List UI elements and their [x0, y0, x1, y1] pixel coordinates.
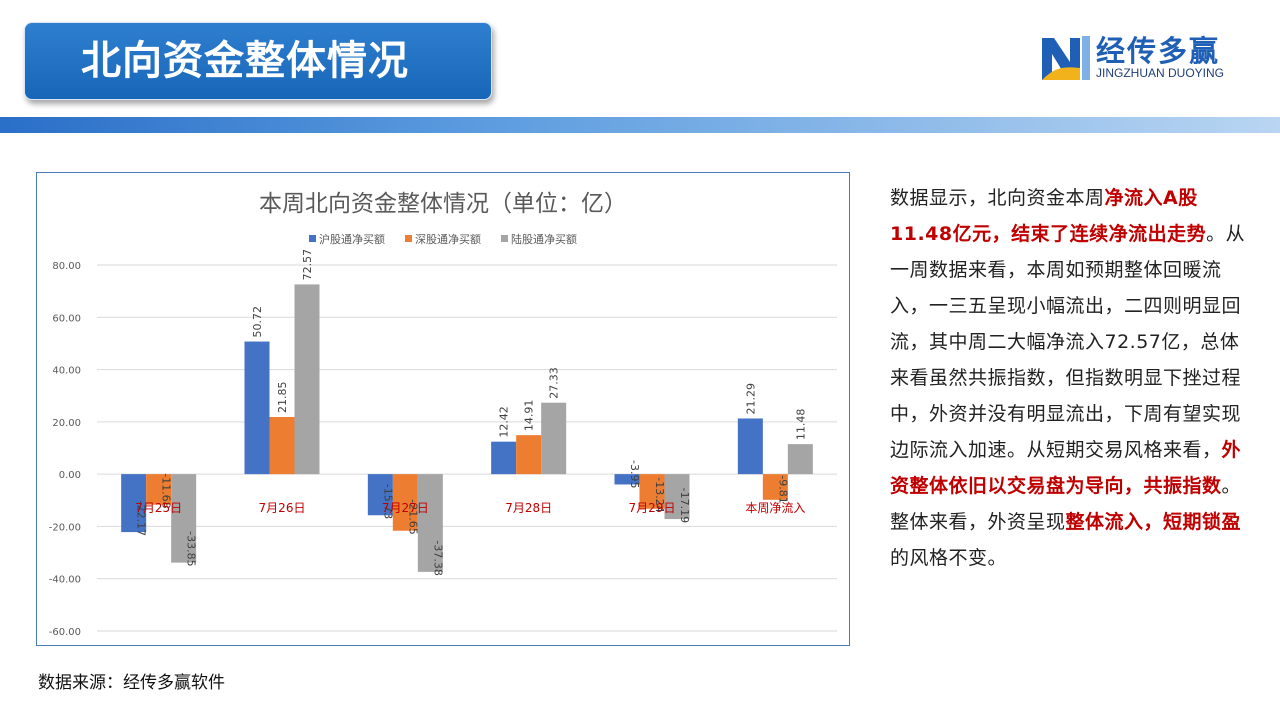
data-label: 11.48	[794, 409, 807, 441]
category-label: 7月27日	[382, 501, 429, 515]
data-label: -33.85	[185, 531, 198, 566]
data-label: -15.73	[381, 484, 394, 519]
bar	[737, 418, 763, 475]
data-label: -37.38	[431, 540, 444, 575]
category-label: 7月25日	[135, 501, 182, 515]
highlight-text: 整体流入，短期锁盈	[1065, 511, 1242, 533]
y-tick-label: 0.00	[59, 470, 81, 481]
body-text: 的风格不变。	[890, 547, 1008, 569]
data-label: 50.72	[251, 306, 264, 338]
logo-subtitle: JINGZHUAN DUOYING	[1096, 66, 1225, 80]
data-label: 12.42	[498, 406, 511, 438]
page-title: 北向资金整体情况	[81, 38, 409, 84]
body-text: 。整体来看，外资呈现	[890, 475, 1242, 533]
bar	[787, 444, 813, 475]
bar	[762, 474, 788, 500]
brand-logo: 经传多赢 JINGZHUAN DUOYING	[1040, 32, 1260, 82]
logo-name: 经传多赢	[1096, 34, 1221, 68]
highlight-text: 外资整体依旧以交易盘为导向，共振指数	[890, 439, 1242, 497]
bar-chart: 本周北向资金整体情况（单位：亿） 沪股通净买额 深股通净买额 陆股通净买额 80.00 6…	[49, 191, 837, 638]
highlight-text: 净流入A股11.48亿元，结束了连续净流出走势	[890, 187, 1207, 245]
legend-swatch	[501, 235, 508, 242]
y-tick-label: 60.00	[52, 313, 81, 324]
y-tick-label: 40.00	[52, 366, 81, 377]
y-tick-label: -60.00	[49, 627, 81, 638]
bar	[516, 435, 542, 475]
y-tick-label: 20.00	[52, 418, 81, 429]
bar	[392, 474, 418, 531]
data-label: -17.19	[678, 488, 691, 523]
chart-frame: 本周北向资金整体情况（单位：亿） 沪股通净买额 深股通净买额 陆股通净买额 80.00 6…	[36, 172, 850, 646]
legend-label: 陆股通净买额	[511, 232, 577, 246]
bar	[639, 474, 665, 509]
title-banner: 北向资金整体情况	[24, 22, 492, 100]
data-label: -11.68	[160, 473, 173, 508]
data-label: 21.29	[744, 383, 757, 415]
legend-label: 深股通净买额	[415, 232, 481, 246]
bar	[269, 417, 295, 475]
category-label: 7月26日	[259, 501, 306, 515]
analysis-text: 数据显示，北向资金本周净流入A股11.48亿元，结束了连续净流出走势。从一周数据…	[890, 180, 1250, 576]
data-label: -13.24	[653, 477, 666, 512]
category-label: 本周净流入	[745, 501, 805, 515]
data-source: 数据来源：经传多赢软件	[38, 673, 225, 693]
bar	[417, 474, 443, 572]
category-label: 7月29日	[629, 501, 676, 515]
bar	[294, 284, 320, 475]
bar	[367, 474, 393, 516]
legend-label: 沪股通净买额	[319, 232, 385, 246]
logo-icon	[1042, 36, 1090, 80]
body-text: 数据显示，北向资金本周	[890, 187, 1105, 209]
bar	[171, 474, 197, 563]
data-label: -22.17	[135, 501, 148, 536]
category-label: 7月28日	[505, 501, 552, 515]
chart-title: 本周北向资金整体情况（单位：亿）	[259, 191, 627, 217]
y-tick-label: -40.00	[49, 575, 81, 586]
y-tick-label: -20.00	[49, 522, 81, 533]
bar	[491, 441, 517, 475]
data-label: -3.95	[628, 460, 641, 488]
bar	[614, 474, 640, 485]
data-label: 72.57	[301, 249, 314, 281]
header-stripe	[0, 117, 1280, 133]
data-label: -9.81	[776, 475, 789, 503]
data-label: 21.85	[276, 382, 289, 414]
legend-swatch	[309, 235, 316, 242]
bar	[664, 474, 690, 520]
bar	[541, 402, 567, 475]
legend-swatch	[405, 235, 412, 242]
data-label: 27.33	[548, 367, 561, 399]
data-label: 14.91	[523, 400, 536, 431]
bar	[244, 341, 270, 475]
data-label: -21.65	[406, 499, 419, 534]
body-text: 。从一周数据来看，本周如预期整体回暖流入，一三五呈现小幅流出，二四则明显回流，其…	[890, 223, 1246, 461]
y-tick-label: 80.00	[52, 261, 81, 272]
bar	[146, 474, 172, 505]
bar	[121, 474, 147, 533]
